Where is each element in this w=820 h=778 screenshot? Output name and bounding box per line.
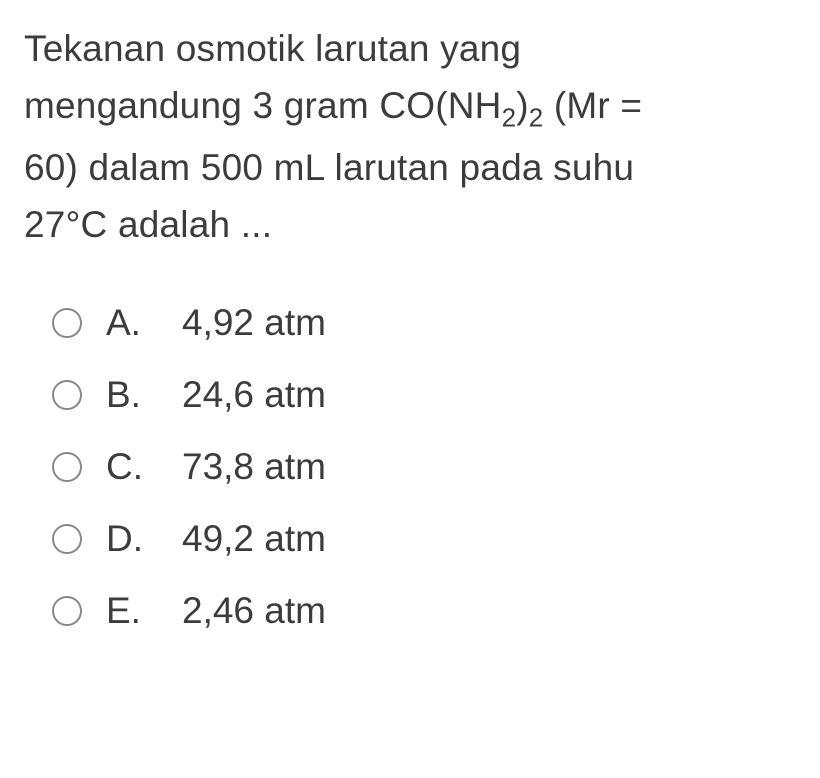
question-line2-mid: ) [516,85,529,126]
option-text: 49,2 atm [170,518,326,560]
question-line4: 27°C adalah ... [24,204,272,245]
radio-icon[interactable] [52,452,82,482]
option-letter: A. [106,302,146,344]
option-c[interactable]: C. 73,8 atm [52,446,796,488]
options-list: A. 4,92 atm B. 24,6 atm C. 73,8 atm D. 4… [24,302,796,632]
option-text: 4,92 atm [170,302,326,344]
option-text: 24,6 atm [170,374,326,416]
option-text: 73,8 atm [170,446,326,488]
option-letter: D. [106,518,146,560]
question-line1: Tekanan osmotik larutan yang [24,28,521,69]
radio-icon[interactable] [52,380,82,410]
question-line2-post: (Mr = [543,85,642,126]
radio-icon[interactable] [52,524,82,554]
question-line2-pre: mengandung 3 gram CO(NH [24,85,502,126]
question-sub2: 2 [529,105,544,133]
question-sub1: 2 [502,105,517,133]
option-letter: E. [106,590,146,632]
option-a[interactable]: A. 4,92 atm [52,302,796,344]
option-letter: C. [106,446,146,488]
radio-icon[interactable] [52,596,82,626]
option-d[interactable]: D. 49,2 atm [52,518,796,560]
option-e[interactable]: E. 2,46 atm [52,590,796,632]
radio-icon[interactable] [52,308,82,338]
option-letter: B. [106,374,146,416]
option-text: 2,46 atm [170,590,326,632]
question-text: Tekanan osmotik larutan yang mengandung … [24,20,796,254]
option-b[interactable]: B. 24,6 atm [52,374,796,416]
question-line3: 60) dalam 500 mL larutan pada suhu [24,147,634,188]
